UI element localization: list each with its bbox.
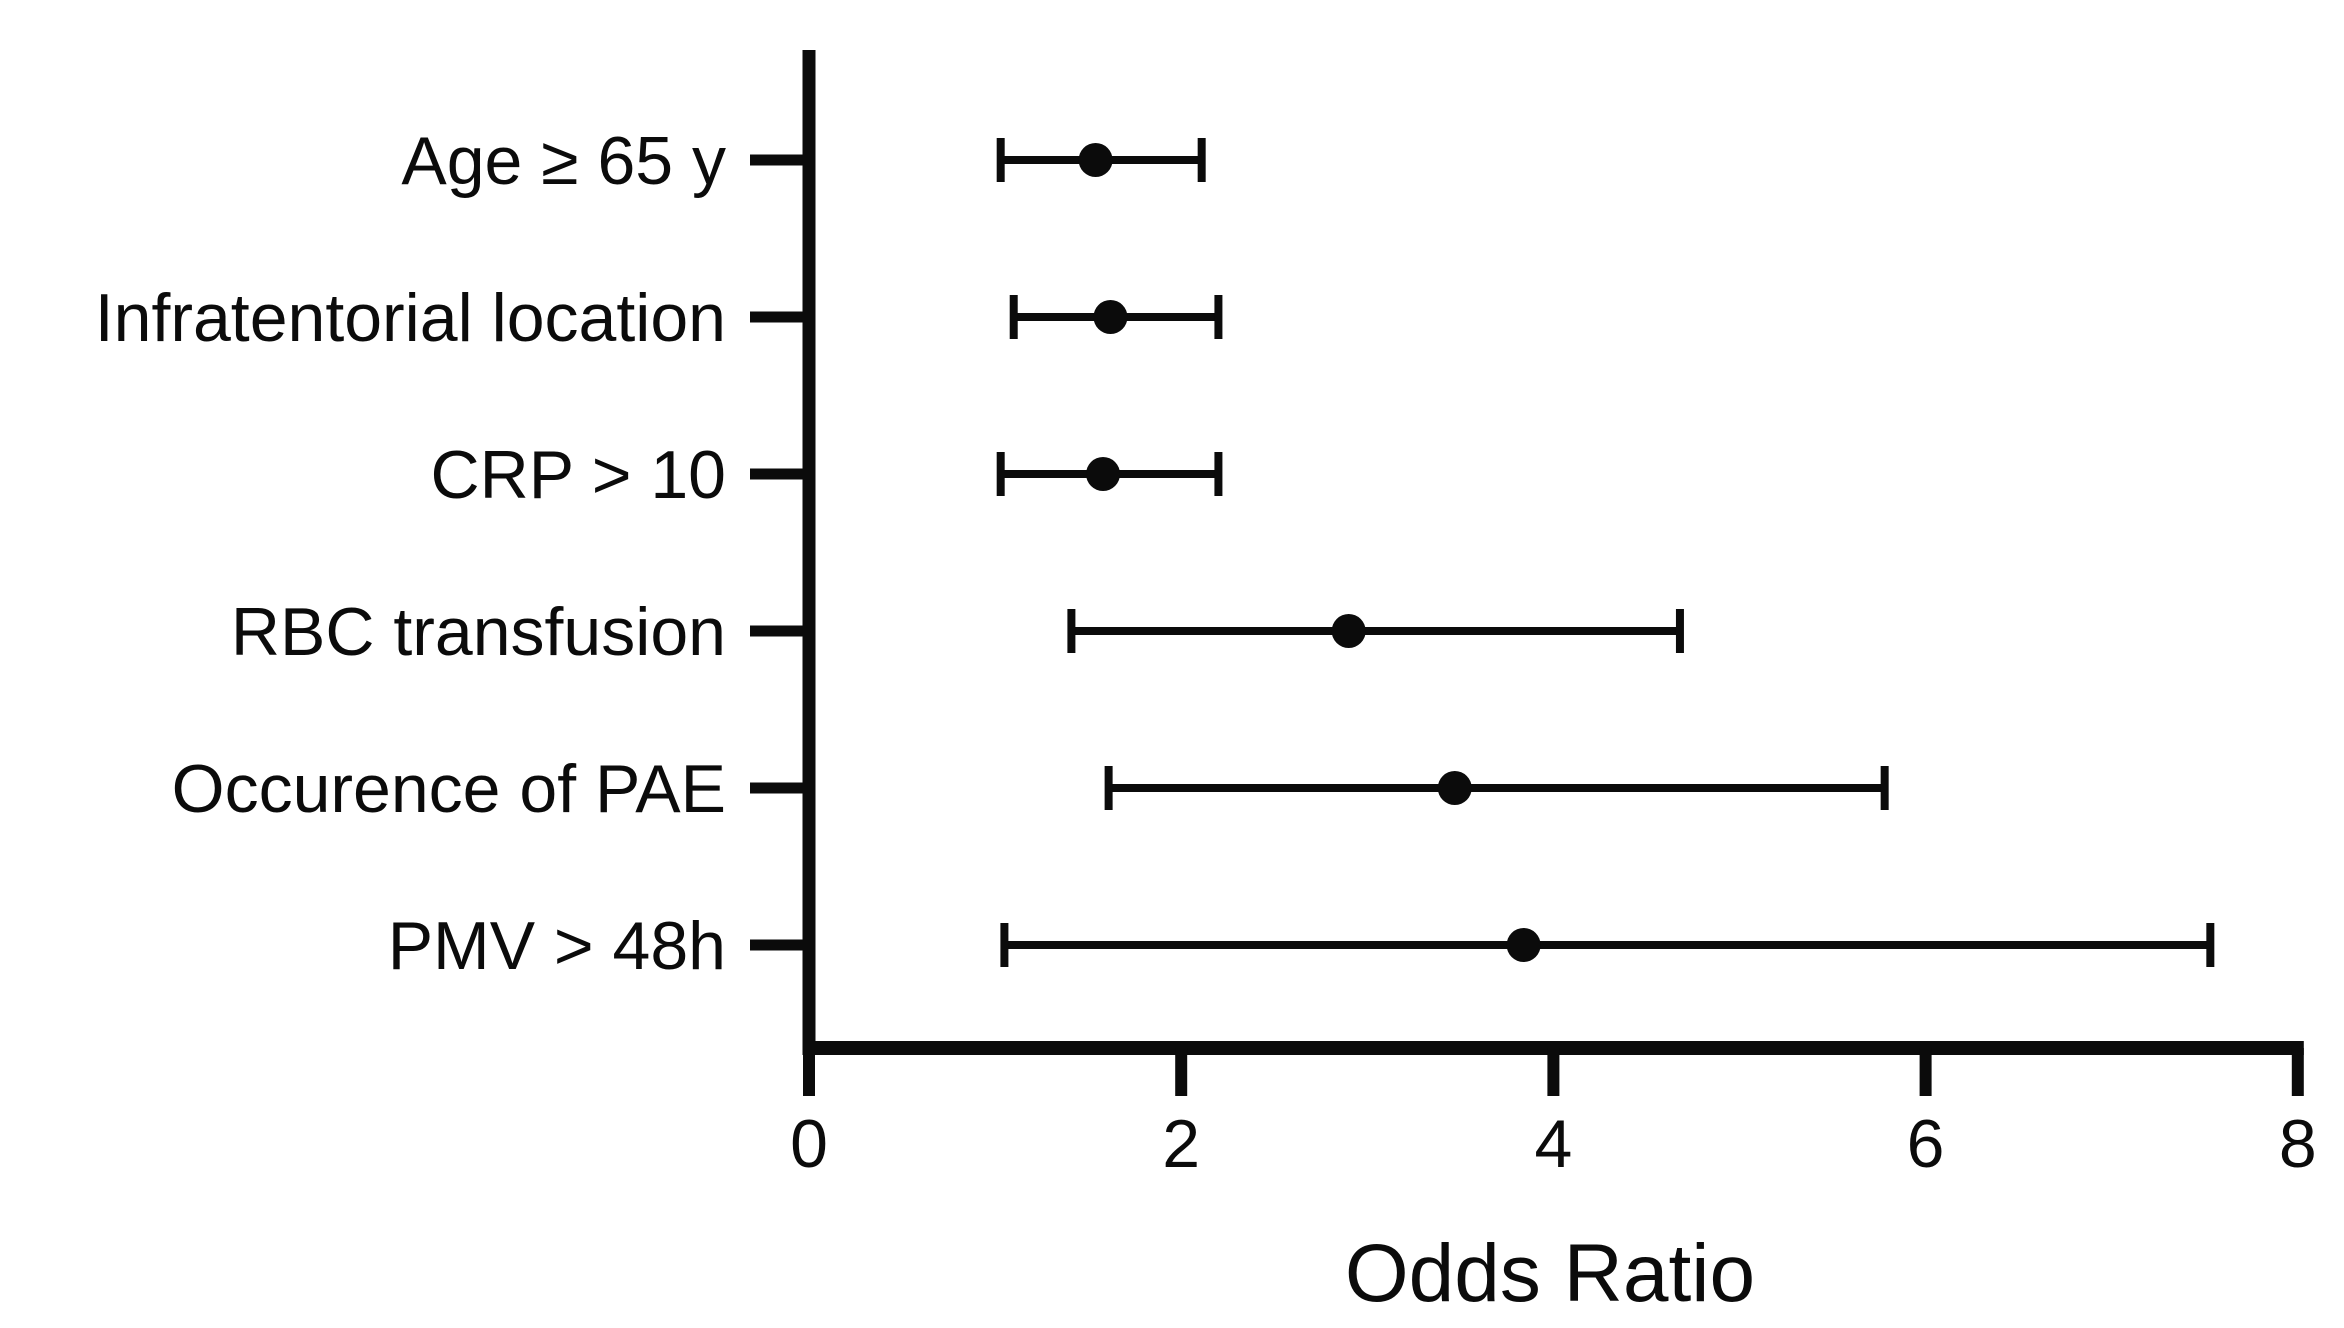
or-marker <box>1093 300 1128 334</box>
or-marker <box>1078 143 1113 177</box>
x-tick-label: 2 <box>1162 1106 1200 1182</box>
or-marker <box>1437 771 1472 805</box>
category-label: Occurence of PAE <box>172 751 726 827</box>
or-marker <box>1086 457 1121 491</box>
category-label: RBC transfusion <box>231 594 726 670</box>
plot-root: 0 2 4 6 8 Age ≥ 65 y Infratentorial location CR… <box>95 50 2317 1182</box>
x-tick-label: 6 <box>1907 1106 1945 1182</box>
x-tick-label: 0 <box>790 1106 828 1182</box>
x-tick-label: 4 <box>1534 1106 1572 1182</box>
category-label: Age ≥ 65 y <box>401 123 726 199</box>
x-axis-title: Odds Ratio <box>1345 1228 1755 1319</box>
category-label: Infratentorial location <box>95 280 726 356</box>
or-marker <box>1506 928 1541 962</box>
x-tick-label: 8 <box>2279 1106 2317 1182</box>
category-label: CRP > 10 <box>431 437 726 513</box>
or-marker <box>1331 614 1366 648</box>
category-label: PMV > 48h <box>388 908 726 984</box>
